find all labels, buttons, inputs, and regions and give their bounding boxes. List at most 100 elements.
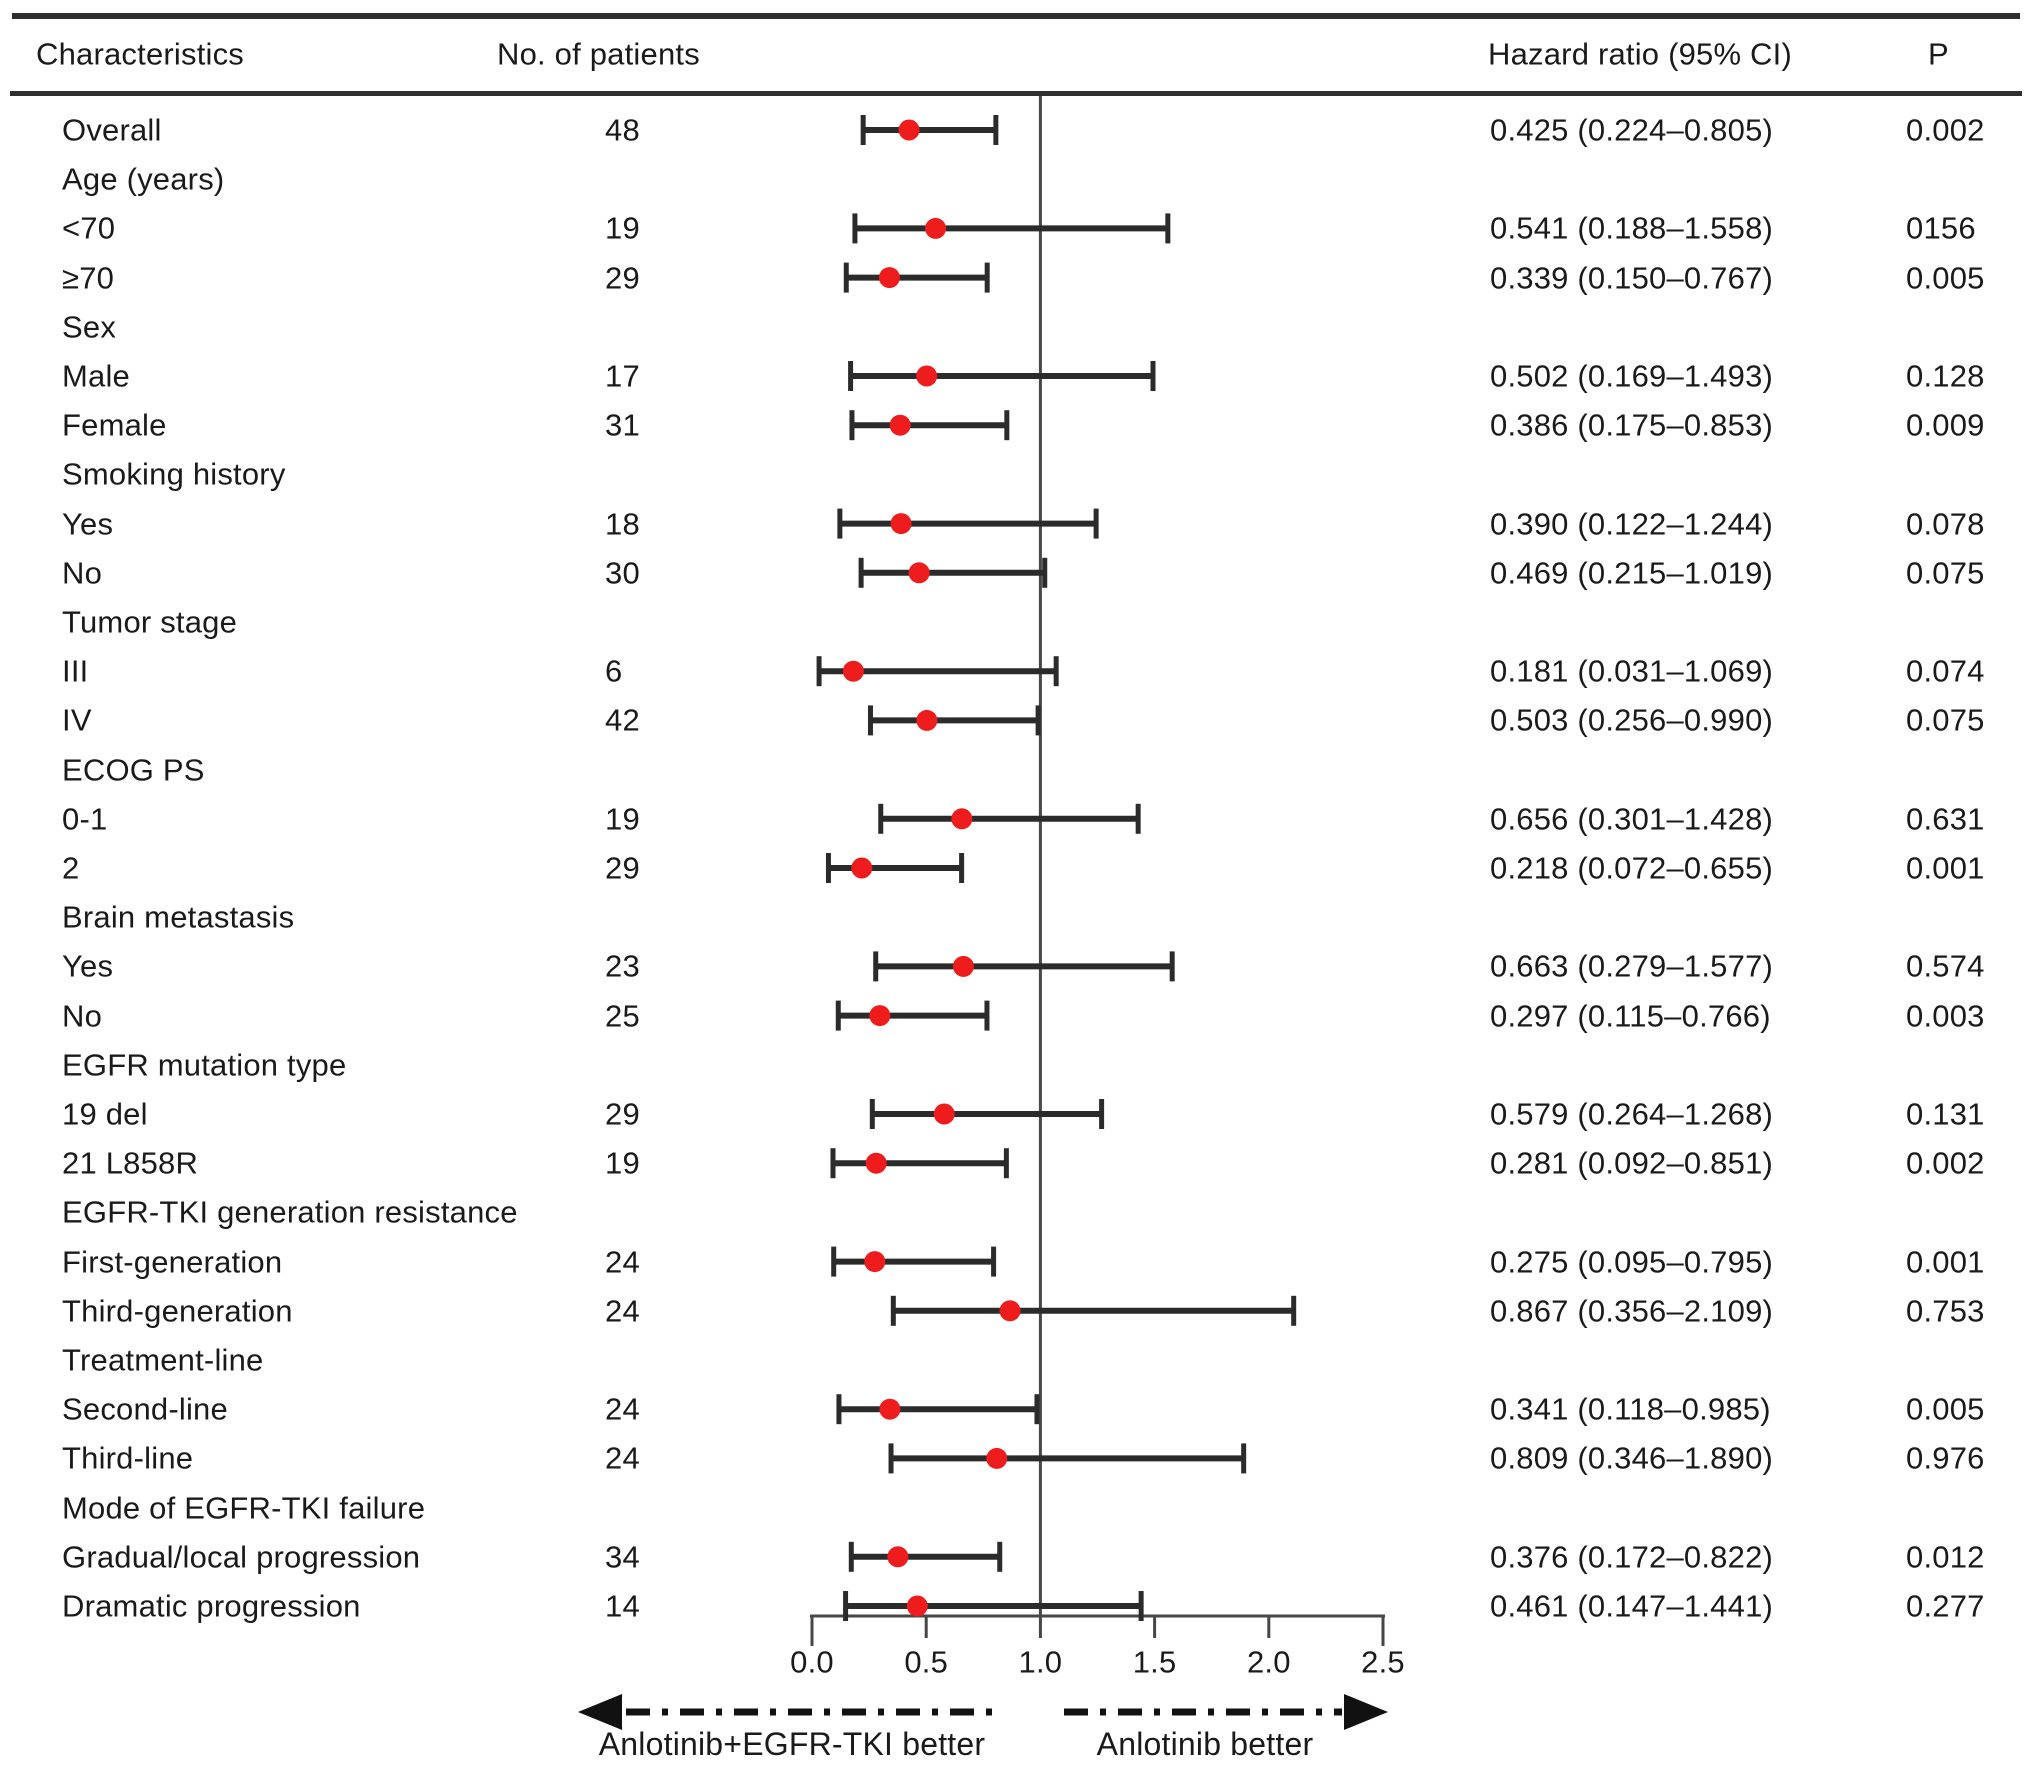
- row-p-value: 0.753: [1906, 1293, 1985, 1329]
- row-label: No: [62, 998, 103, 1034]
- hr-marker: [869, 1005, 891, 1027]
- row-category-label: Treatment-line: [62, 1342, 264, 1378]
- hr-marker: [889, 414, 911, 436]
- row-label: III: [62, 653, 89, 689]
- row-p-value: 0.131: [1906, 1096, 1985, 1132]
- axis-tick-label: 1.5: [1132, 1644, 1177, 1680]
- row-p-value: 0.075: [1906, 555, 1985, 591]
- row-category-label: Sex: [62, 309, 117, 345]
- row-patient-count: 23: [605, 948, 640, 984]
- row-p-value: 0.012: [1906, 1539, 1985, 1575]
- hr-marker: [986, 1447, 1008, 1469]
- hr-marker: [898, 119, 920, 141]
- row-label: Yes: [62, 506, 114, 542]
- hr-marker: [890, 513, 912, 535]
- hr-marker: [916, 709, 938, 731]
- hr-marker: [908, 562, 930, 584]
- row-category-label: EGFR mutation type: [62, 1047, 347, 1083]
- row-hazard-ratio: 0.579 (0.264–1.268): [1490, 1096, 1774, 1132]
- right-arrow-label: Anlotinib better: [1096, 1726, 1314, 1762]
- axis-tick-label: 0.0: [790, 1644, 834, 1680]
- row-category-label: Mode of EGFR-TKI failure: [62, 1490, 426, 1526]
- row-hazard-ratio: 0.386 (0.175–0.853): [1490, 407, 1774, 443]
- row-patient-count: 17: [605, 358, 640, 394]
- row-patient-count: 30: [605, 555, 640, 591]
- row-label: Female: [62, 407, 167, 443]
- row-p-value: 0.001: [1906, 1244, 1985, 1280]
- row-hazard-ratio: 0.469 (0.215–1.019): [1490, 555, 1774, 591]
- row-patient-count: 14: [605, 1588, 640, 1624]
- row-hazard-ratio: 0.502 (0.169–1.493): [1490, 358, 1774, 394]
- row-patient-count: 24: [605, 1244, 640, 1280]
- left-arrow-label: Anlotinib+EGFR-TKI better: [598, 1726, 986, 1762]
- row-hazard-ratio: 0.390 (0.122–1.244): [1490, 506, 1774, 542]
- row-hazard-ratio: 0.461 (0.147–1.441): [1490, 1588, 1774, 1624]
- hr-marker: [865, 1152, 887, 1174]
- right-arrowhead-icon: [1344, 1694, 1388, 1730]
- row-category-label: Age (years): [62, 161, 225, 197]
- row-label: Overall: [62, 112, 162, 148]
- row-p-value: 0.075: [1906, 702, 1985, 738]
- row-patient-count: 19: [605, 210, 640, 246]
- hr-marker: [878, 267, 900, 289]
- row-label: IV: [62, 702, 92, 738]
- row-patient-count: 25: [605, 998, 640, 1034]
- row-hazard-ratio: 0.425 (0.224–0.805): [1490, 112, 1774, 148]
- row-label: Male: [62, 358, 130, 394]
- hr-marker: [952, 955, 974, 977]
- axis-tick-label: 2.0: [1246, 1644, 1291, 1680]
- row-p-value: 0.009: [1906, 407, 1985, 443]
- row-label: Yes: [62, 948, 114, 984]
- hr-marker: [925, 217, 947, 239]
- axis-tick-label: 1.0: [1018, 1644, 1063, 1680]
- row-patient-count: 31: [605, 407, 640, 443]
- row-label: <70: [62, 210, 116, 246]
- hr-marker: [851, 857, 873, 879]
- row-hazard-ratio: 0.339 (0.150–0.767): [1490, 260, 1774, 296]
- row-label: First-generation: [62, 1244, 283, 1280]
- hr-marker: [879, 1398, 901, 1420]
- row-label: Third-generation: [62, 1293, 293, 1329]
- row-label: 21 L858R: [62, 1145, 199, 1181]
- row-category-label: Tumor stage: [62, 604, 238, 640]
- row-patient-count: 19: [605, 1145, 640, 1181]
- row-hazard-ratio: 0.656 (0.301–1.428): [1490, 801, 1774, 837]
- row-label: Second-line: [62, 1391, 228, 1427]
- row-patient-count: 18: [605, 506, 640, 542]
- row-p-value: 0156: [1906, 210, 1976, 246]
- row-p-value: 0.128: [1906, 358, 1985, 394]
- row-patient-count: 34: [605, 1539, 640, 1575]
- row-p-value: 0.002: [1906, 1145, 1985, 1181]
- col-header-patients: No. of patients: [497, 36, 700, 72]
- col-header-characteristics: Characteristics: [36, 36, 244, 72]
- row-hazard-ratio: 0.281 (0.092–0.851): [1490, 1145, 1774, 1181]
- row-p-value: 0.003: [1906, 998, 1985, 1034]
- row-p-value: 0.277: [1906, 1588, 1985, 1624]
- row-category-label: ECOG PS: [62, 752, 205, 788]
- row-category-label: Smoking history: [62, 456, 286, 492]
- row-p-value: 0.074: [1906, 653, 1985, 689]
- row-label: No: [62, 555, 103, 591]
- row-hazard-ratio: 0.181 (0.031–1.069): [1490, 653, 1774, 689]
- row-category-label: EGFR-TKI generation resistance: [62, 1194, 518, 1230]
- row-hazard-ratio: 0.376 (0.172–0.822): [1490, 1539, 1774, 1575]
- row-hazard-ratio: 0.867 (0.356–2.109): [1490, 1293, 1774, 1329]
- hr-marker: [951, 808, 973, 830]
- row-patient-count: 29: [605, 1096, 640, 1132]
- row-p-value: 0.078: [1906, 506, 1985, 542]
- row-hazard-ratio: 0.809 (0.346–1.890): [1490, 1440, 1774, 1476]
- row-label: Gradual/local progression: [62, 1539, 421, 1575]
- row-hazard-ratio: 0.218 (0.072–0.655): [1490, 850, 1774, 886]
- row-p-value: 0.976: [1906, 1440, 1985, 1476]
- row-category-label: Brain metastasis: [62, 899, 295, 935]
- row-p-value: 0.002: [1906, 112, 1985, 148]
- row-hazard-ratio: 0.297 (0.115–0.766): [1490, 998, 1771, 1034]
- header-rule: [10, 91, 2022, 96]
- row-p-value: 0.001: [1906, 850, 1985, 886]
- row-patient-count: 24: [605, 1391, 640, 1427]
- hr-marker: [842, 660, 864, 682]
- top-rule: [12, 13, 2020, 19]
- axis-tick-label: 2.5: [1361, 1644, 1405, 1680]
